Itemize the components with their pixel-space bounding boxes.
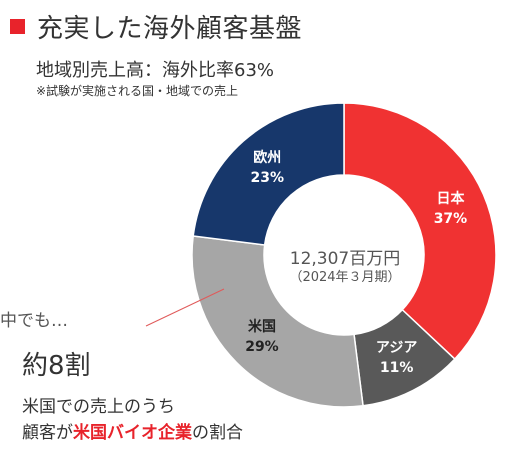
segment-label-0: 日本 37% xyxy=(410,189,490,229)
segment-value-3: 23% xyxy=(250,169,285,186)
callout-description-prefix: 顧客が xyxy=(22,423,73,443)
segment-value-1: 11% xyxy=(379,360,414,377)
callout-emphasis: 米国バイオ企業 xyxy=(73,423,192,443)
callout-headline: 約8割 xyxy=(22,351,91,381)
segment-name-1: アジア xyxy=(375,340,418,357)
title-marker-square xyxy=(10,18,25,34)
donut-slice-0 xyxy=(343,102,497,361)
donut-slice-2 xyxy=(191,235,364,408)
chart-footnote: ※試験が実施される国・地域での売上 xyxy=(36,84,239,98)
donut-slice-3 xyxy=(192,102,345,246)
callout-lead-text: 中でも… xyxy=(0,311,68,331)
callout-description-line2: 顧客が米国バイオ企業の割合 xyxy=(22,418,243,443)
donut-center-total: 12,307百万円 xyxy=(289,249,401,269)
slide-title: 充実した海外顧客基盤 xyxy=(37,13,303,44)
segment-name-2: 米国 xyxy=(247,319,276,336)
chart-subtitle: 地域別売上高：海外比率63% xyxy=(36,60,275,81)
callout-description-line1: 米国での売上のうち xyxy=(22,397,175,417)
segment-label-3: 欧州 23% xyxy=(227,148,307,188)
segment-label-1: アジア 11% xyxy=(357,338,437,378)
segment-name-0: 日本 xyxy=(436,190,465,207)
segment-value-2: 29% xyxy=(245,339,279,356)
donut-center-period: （2024年３月期） xyxy=(289,270,401,285)
callout-leader-line xyxy=(145,288,225,327)
slide-title-row: 充実した海外顧客基盤 xyxy=(10,8,302,44)
callout-description-suffix: の割合 xyxy=(192,423,243,443)
segment-name-3: 欧州 xyxy=(253,149,282,166)
segment-label-2: 米国 29% xyxy=(222,317,302,357)
segment-value-0: 37% xyxy=(433,210,468,227)
